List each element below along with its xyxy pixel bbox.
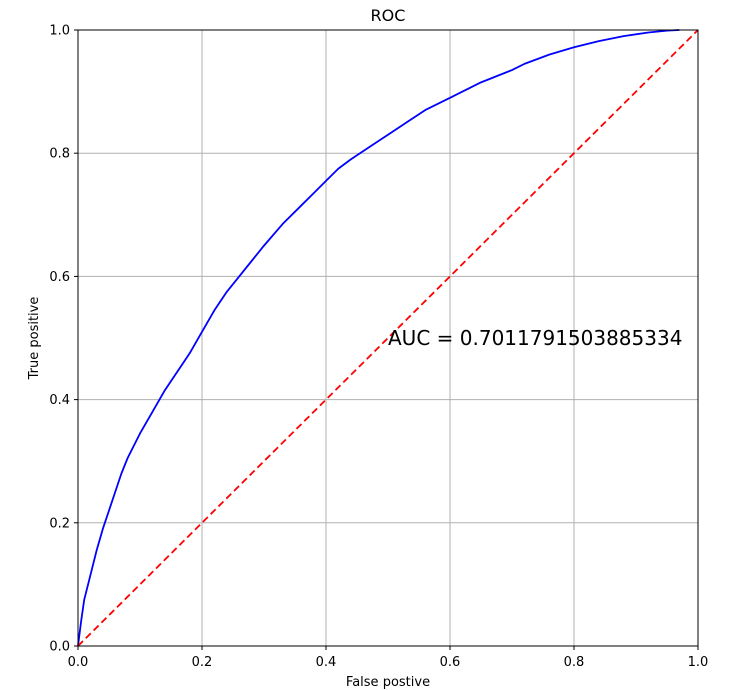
- y-tick-label: 0.8: [49, 147, 70, 162]
- auc-annotation: AUC = 0.7011791503885334: [388, 326, 682, 350]
- chance-diagonal-line: [77, 29, 699, 647]
- tick-layer: 0.0 0.2 0.4 0.6 0.8 1.0 0.0 0.2 0.4 0.6 0.8 1.0: [49, 24, 708, 671]
- series-layer: [77, 29, 699, 647]
- y-tick-label: 0.0: [49, 640, 70, 655]
- chart-title: ROC: [371, 6, 406, 25]
- roc-curve-line: [77, 29, 680, 647]
- x-tick-label: 0.4: [316, 655, 337, 670]
- x-tick-label: 1.0: [688, 655, 709, 670]
- x-tick-label: 0.2: [192, 655, 213, 670]
- y-axis-title: True positive: [27, 297, 42, 381]
- y-tick-label: 0.6: [49, 270, 70, 285]
- x-tick-label: 0.0: [68, 655, 89, 670]
- plot-frame: [77, 29, 699, 647]
- x-axis-title: False postive: [346, 675, 430, 690]
- y-tick-label: 0.2: [49, 516, 70, 531]
- y-tick-label: 1.0: [49, 24, 70, 39]
- x-tick-label: 0.8: [564, 655, 585, 670]
- x-tick-label: 0.6: [440, 655, 461, 670]
- y-tick-label: 0.4: [49, 393, 70, 408]
